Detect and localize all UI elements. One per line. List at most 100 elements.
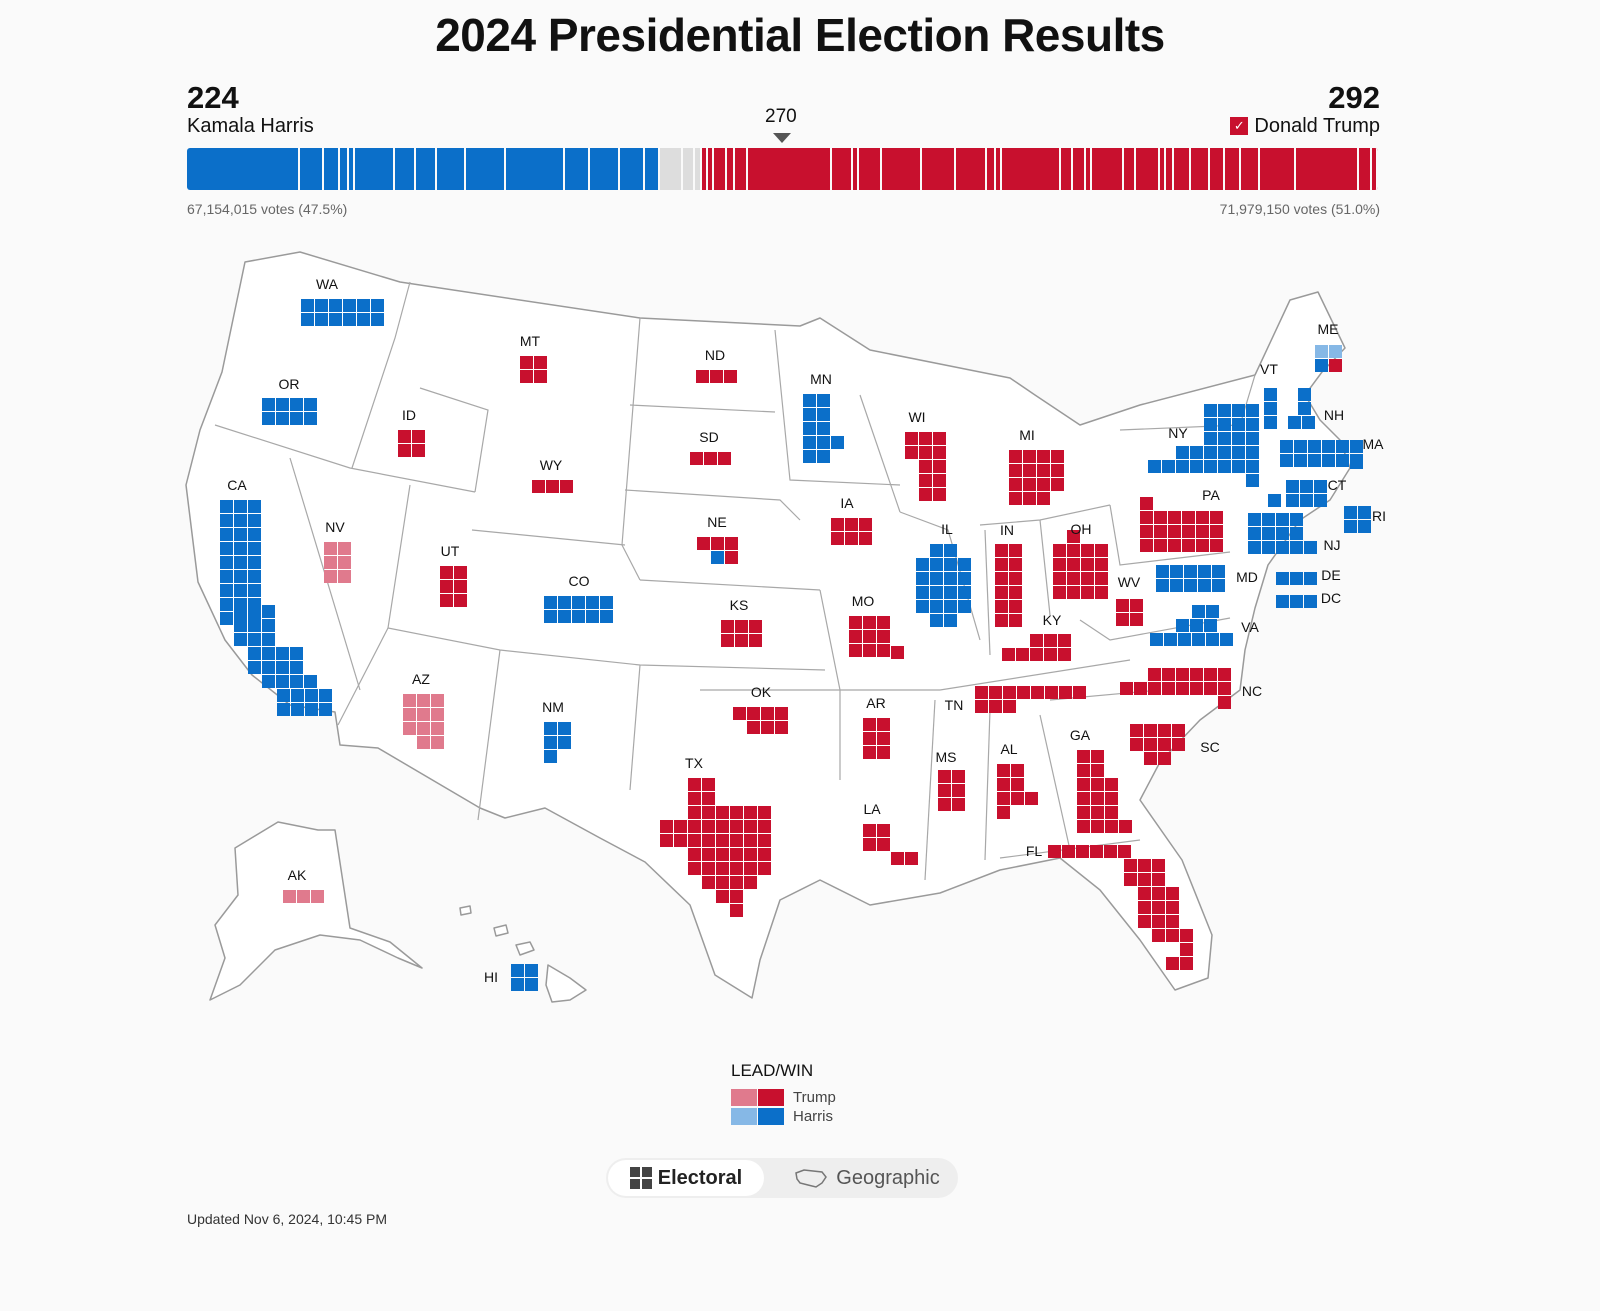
electoral-tile	[558, 722, 571, 735]
electoral-tile	[1144, 752, 1157, 765]
electoral-tile	[995, 614, 1008, 627]
geographic-view-button[interactable]: Geographic	[782, 1160, 952, 1196]
electoral-tile	[234, 605, 247, 618]
electoral-tile	[1091, 792, 1104, 805]
electoral-tile	[532, 480, 545, 493]
electoral-tile	[1294, 440, 1307, 453]
threshold-marker-icon	[773, 133, 791, 143]
electoral-tile	[944, 558, 957, 571]
electoral-tile	[1268, 494, 1281, 507]
electoral-tile	[248, 500, 261, 513]
trump-summary: 292 ✓ Donald Trump	[1230, 82, 1380, 138]
electoral-tile	[1276, 572, 1289, 585]
ev-bar-segment	[1174, 148, 1192, 190]
electoral-tile	[371, 313, 384, 326]
electoral-tile	[944, 572, 957, 585]
trump-popular-votes: 71,979,150 votes (51.0%)	[1219, 201, 1380, 217]
electoral-tile	[1232, 418, 1245, 431]
electoral-tile	[1212, 565, 1225, 578]
electoral-tile	[290, 412, 303, 425]
electoral-tile	[716, 862, 729, 875]
electoral-tile	[724, 370, 737, 383]
electoral-tile	[938, 784, 951, 797]
electoral-tile	[220, 500, 233, 513]
electoral-tile	[744, 848, 757, 861]
legend-harris-label: Harris	[793, 1108, 833, 1125]
electoral-tile	[262, 633, 275, 646]
ev-bar-segment	[1224, 148, 1242, 190]
electoral-tile	[1248, 513, 1261, 526]
state-label-va: VA	[1241, 619, 1259, 635]
electoral-tile	[454, 580, 467, 593]
electoral-tile	[290, 661, 303, 674]
hawaii-island-maui	[515, 941, 535, 956]
electoral-tile	[803, 450, 816, 463]
electoral-tile	[716, 876, 729, 889]
electoral-tile	[1248, 541, 1261, 554]
electoral-tile	[721, 620, 734, 633]
electoral-tile	[1031, 686, 1044, 699]
electoral-tile	[877, 630, 890, 643]
state-label-la: LA	[863, 801, 881, 817]
electoral-tile	[338, 556, 351, 569]
state-labels: WA OR CA NV ID MT WY UT AZ CO NM ND SD NE KS OK TX MN IA MO…	[227, 276, 1386, 985]
electoral-tile	[1091, 806, 1104, 819]
electoral-tile	[1148, 460, 1161, 473]
legend-row-harris: Harris	[731, 1107, 836, 1126]
electoral-tile	[1315, 345, 1328, 358]
electoral-tile	[711, 551, 724, 564]
electoral-tile	[891, 852, 904, 865]
electoral-tile	[690, 452, 703, 465]
electoral-tile	[1218, 432, 1231, 445]
electoral-tile	[1037, 450, 1050, 463]
electoral-view-button[interactable]: Electoral	[608, 1160, 764, 1196]
electoral-tile	[817, 450, 830, 463]
electoral-tile	[702, 806, 715, 819]
hawaii-island-oahu	[493, 924, 509, 937]
electoral-tile	[1154, 511, 1167, 524]
electoral-tile	[1166, 901, 1179, 914]
page-title: 2024 Presidential Election Results	[435, 9, 1165, 61]
electoral-tile	[952, 770, 965, 783]
electoral-tile	[919, 446, 932, 459]
electoral-tile	[817, 408, 830, 421]
electoral-tile	[412, 444, 425, 457]
electoral-tile	[735, 634, 748, 647]
electoral-tile	[863, 732, 876, 745]
electoral-tile	[905, 852, 918, 865]
electoral-tile	[1045, 686, 1058, 699]
ev-bar-segment	[852, 148, 860, 190]
electoral-tile	[995, 586, 1008, 599]
state-label-wy: WY	[540, 457, 563, 473]
electoral-tile	[1051, 478, 1064, 491]
state-label-ne: NE	[707, 514, 726, 530]
electoral-tile	[1170, 579, 1183, 592]
ev-bar-segment	[348, 148, 356, 190]
electoral-tile	[758, 820, 771, 833]
state-label-dc: DC	[1321, 590, 1341, 606]
electoral-tile	[454, 566, 467, 579]
electoral-tile	[1232, 404, 1245, 417]
electoral-tile	[674, 820, 687, 833]
electoral-tile	[1154, 525, 1167, 538]
electoral-tile	[262, 675, 275, 688]
us-map-icon	[795, 1169, 828, 1188]
electoral-tile	[933, 488, 946, 501]
electoral-tile	[220, 542, 233, 555]
view-toggle: Electoral Geographic	[606, 1158, 958, 1198]
electoral-tile	[454, 594, 467, 607]
ev-bar-segment	[619, 148, 645, 190]
ev-bar-segment	[1191, 148, 1210, 190]
electoral-tile	[730, 806, 743, 819]
ev-bar-segment	[987, 148, 996, 190]
electoral-tile	[412, 430, 425, 443]
electoral-tile	[1090, 845, 1103, 858]
electoral-tile	[730, 890, 743, 903]
electoral-tile	[863, 616, 876, 629]
electoral-tile	[234, 528, 247, 541]
electoral-tile	[1304, 541, 1317, 554]
state-label-co: CO	[569, 573, 590, 589]
electoral-tile	[944, 586, 957, 599]
electoral-tile	[1140, 497, 1153, 510]
electoral-tile	[1152, 873, 1165, 886]
